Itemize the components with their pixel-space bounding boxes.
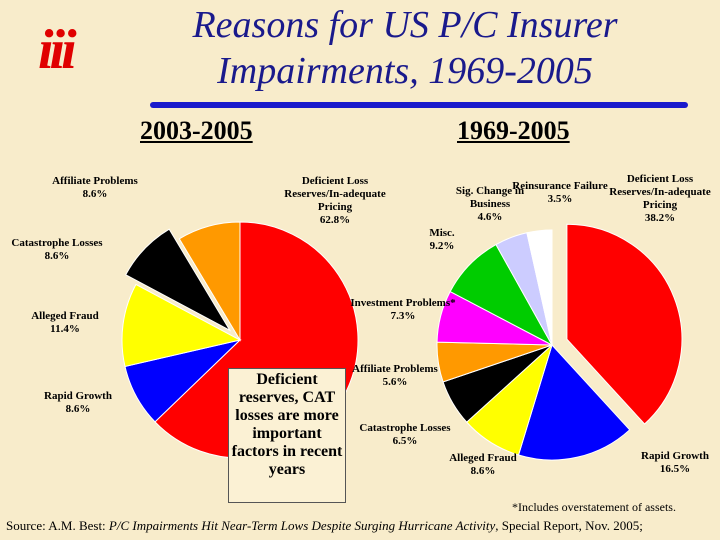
slice-name: Catastrophe Losses [11,237,103,249]
slice-label: Alleged Fraud 8.6% [428,452,538,478]
pie-slice [178,221,241,342]
slice-name: Rapid Growth [641,450,709,462]
source-text: , Special Report, Nov. 2005; [495,518,643,533]
slice-value: 3.5% [547,193,573,205]
slice-name: Misc. [429,227,455,239]
source: Source: A.M. Best: P/C Impairments Hit N… [6,518,643,534]
source-title: P/C Impairments Hit Near-Term Lows Despi… [108,518,496,533]
slide-title: Reasons for US P/C Insurer Impairments, … [192,4,618,92]
slice-value: 11.4% [50,323,80,335]
slice-value: 5.6% [382,376,408,388]
slice-label: Deficient Loss Reserves/In-adequate Pric… [605,173,715,225]
slice-value: 6.5% [392,435,418,447]
pie-slice [566,223,683,425]
slice-value: 7.3% [390,310,416,322]
slice-value: 38.2% [644,212,676,224]
logo: iii [38,19,77,81]
slice-name: Sig. Change in Business [455,185,525,210]
slice-value: 8.6% [44,250,70,262]
title-rule [150,102,688,108]
source-text: Source: A.M. Best: [6,518,109,533]
slice-label: Reinsurance Failure 3.5% [505,180,615,206]
slice-label: Catastrophe Losses 6.5% [350,422,460,448]
slice-name: Reinsurance Failure [512,180,608,192]
slice-value: 62.8% [319,214,351,226]
slice-name: Affiliate Problems [52,175,138,187]
slice-name: Rapid Growth [44,390,112,402]
slice-value: 4.6% [477,211,503,223]
slice-name: Alleged Fraud [31,310,99,322]
slice-name: Deficient Loss Reserves/In-adequate Pric… [609,173,711,211]
pie-title: 1969-2005 [457,116,570,145]
slice-label: Deficient Loss Reserves/In-adequate Pric… [280,175,390,227]
slice-label: Misc. 9.2% [387,227,497,253]
slice-label: Affiliate Problems 5.6% [340,363,450,389]
slice-value: 8.6% [65,403,91,415]
slice-label: Rapid Growth 8.6% [23,390,133,416]
pie-slice [125,228,232,332]
pie-slice [526,229,553,346]
slice-value: 8.6% [82,188,108,200]
slice-label: Investment Problems* 7.3% [348,297,458,323]
slice-label: Catastrophe Losses 8.6% [2,237,112,263]
slice-name: Catastrophe Losses [359,422,451,434]
footnote: *Includes overstatement of assets. [512,500,676,514]
slice-label: Sig. Change in Business 4.6% [435,185,545,224]
callout: Deficient reserves, CAT losses are more … [228,368,346,503]
pie-title: 2003-2005 [140,116,253,145]
slice-label: Alleged Fraud 11.4% [10,310,120,336]
slice-label: Rapid Growth 16.5% [620,450,720,476]
slice-value: 9.2% [429,240,455,252]
pie-slice [517,344,631,461]
slice-name: Investment Problems* [350,297,456,309]
slice-name: Deficient Loss Reserves/In-adequate Pric… [284,175,386,213]
pie-slice [121,283,242,368]
slice-name: Alleged Fraud [449,452,517,464]
slice-label: Affiliate Problems 8.6% [40,175,150,201]
slice-value: 16.5% [659,463,691,475]
slice-value: 8.6% [470,465,496,477]
slice-name: Affiliate Problems [352,363,438,375]
